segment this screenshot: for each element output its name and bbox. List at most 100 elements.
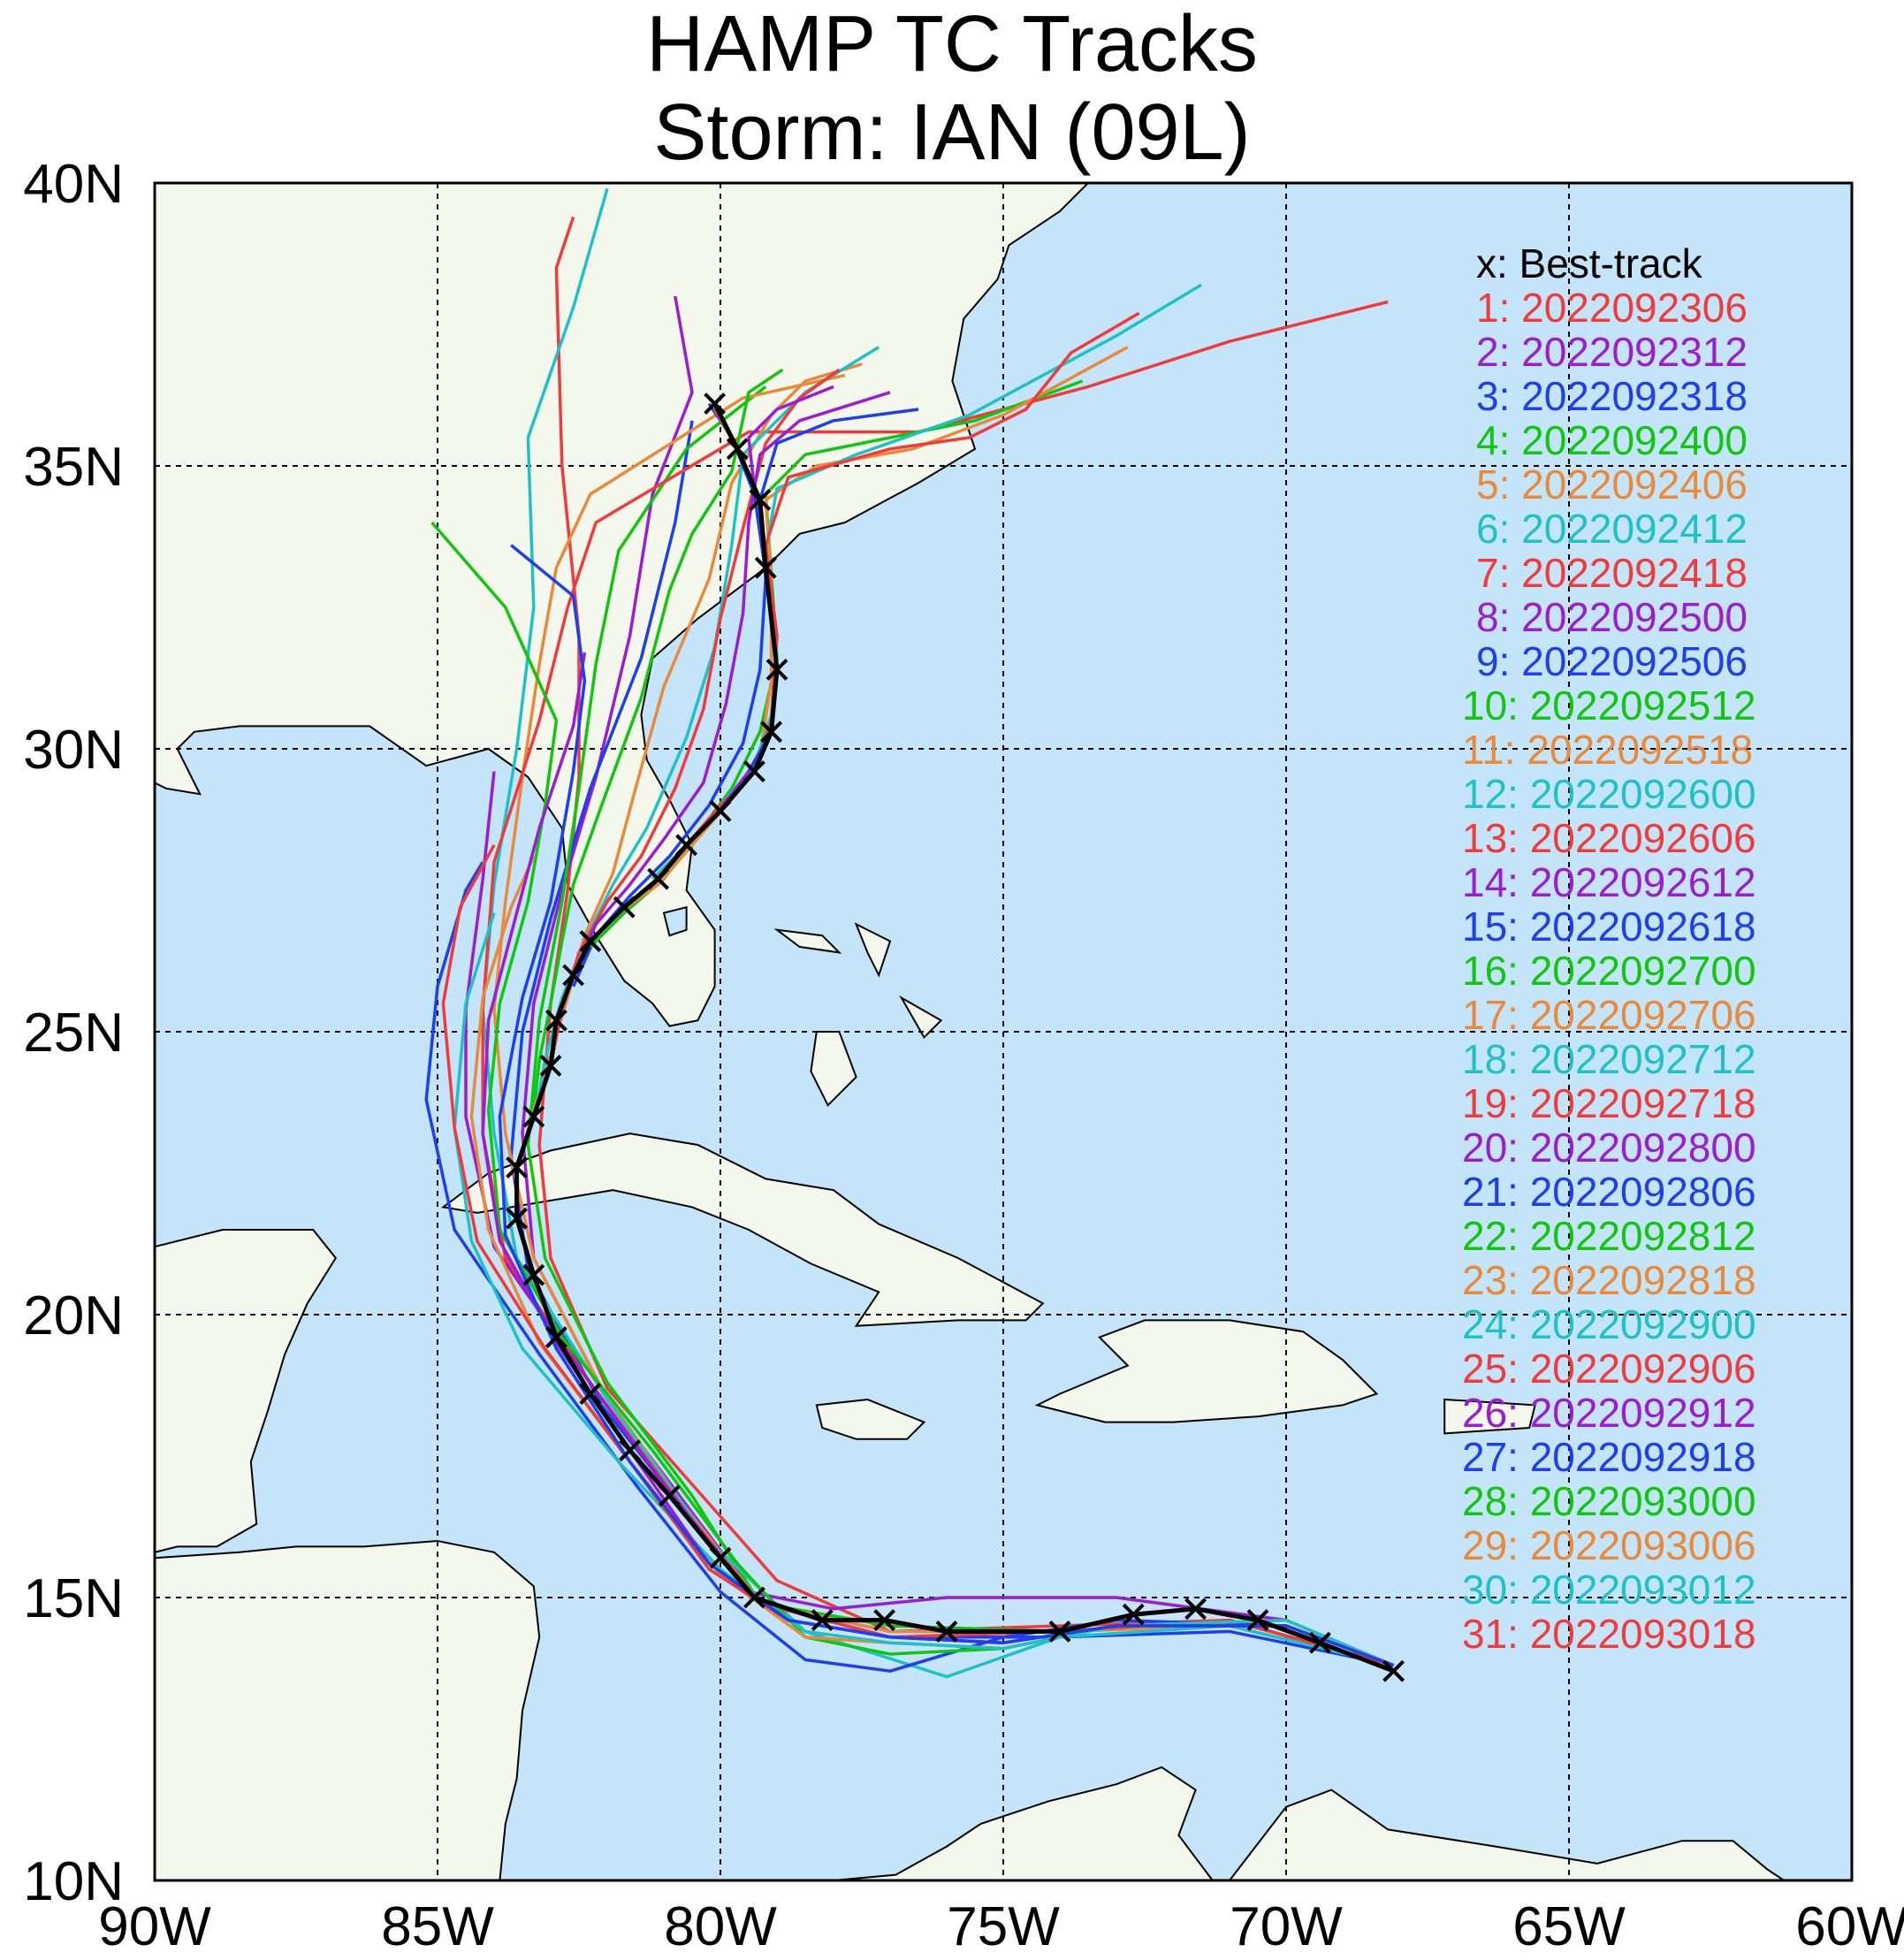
land-bahamas-eleuthera <box>899 995 943 1040</box>
legend-entry: 25: 2022092906 <box>1462 1346 1756 1392</box>
land-central-america <box>154 1539 541 1881</box>
legend-entry: 22: 2022092812 <box>1462 1213 1756 1259</box>
best-track-marker <box>579 1383 602 1406</box>
legend-entry: 11: 2022092518 <box>1462 727 1753 773</box>
legend-entry: 27: 2022092918 <box>1462 1434 1756 1480</box>
legend-entry: 29: 2022093006 <box>1462 1522 1756 1568</box>
best-track-marker <box>704 393 727 416</box>
axis-labels: 90W 85W 80W 75W 70W 65W 60W 10N 15N 20N 25N 30N 35N 4… <box>23 154 1904 1957</box>
legend-entry: 18: 2022092712 <box>1462 1036 1756 1082</box>
land-layer <box>154 182 1787 1881</box>
best-track-marker <box>754 556 777 579</box>
chart-subtitle: Storm: IAN (09L) <box>653 88 1251 177</box>
legend-entry: 5: 2022092406 <box>1476 461 1748 507</box>
legend-entry: 26: 2022092912 <box>1462 1390 1756 1436</box>
best-track-marker <box>658 1484 681 1507</box>
legend-entry: 4: 2022092400 <box>1476 417 1748 463</box>
best-track-marker <box>743 1586 765 1609</box>
forecast-track-6 <box>481 187 1395 1679</box>
best-track-layer <box>506 393 1405 1682</box>
best-track-marker <box>545 1326 567 1349</box>
legend-entry: 12: 2022092600 <box>1462 771 1756 817</box>
legend-entry: 3: 2022092318 <box>1476 373 1748 419</box>
best-track-marker <box>522 1263 545 1286</box>
best-track-marker <box>709 1546 732 1569</box>
land-hispaniola <box>1034 1319 1379 1423</box>
legend-entry: 31: 2022093018 <box>1462 1611 1756 1657</box>
legend-entry: 10: 2022092512 <box>1462 683 1756 728</box>
best-track-marker <box>506 1207 529 1230</box>
legend-entry: 17: 2022092706 <box>1462 992 1756 1038</box>
map-frame <box>153 181 1854 1882</box>
y-tick-label: 40N <box>23 154 124 215</box>
best-track-line <box>514 402 1395 1674</box>
best-track-marker <box>726 438 749 461</box>
x-tick-label: 75W <box>947 1896 1060 1957</box>
best-track-marker <box>613 896 636 919</box>
forecast-track-19 <box>549 368 841 1066</box>
y-tick-label: 15N <box>23 1568 124 1629</box>
best-track-marker <box>579 930 602 953</box>
legend-entry: 16: 2022092700 <box>1462 948 1756 994</box>
grid-layer <box>155 183 1852 1880</box>
x-tick-label: 90W <box>98 1896 211 1957</box>
land-cuba <box>440 1133 1045 1327</box>
legend-entry: 2: 2022092312 <box>1476 329 1748 375</box>
best-track-marker <box>1308 1631 1331 1654</box>
chart-title: HAMP TC Tracks <box>646 0 1258 88</box>
land-jamaica <box>815 1398 926 1440</box>
legend-best-track: x: Best-track <box>1476 240 1703 286</box>
legend-entry: 23: 2022092818 <box>1462 1257 1756 1303</box>
best-track-marker <box>709 799 732 822</box>
y-tick-label: 10N <box>23 1851 124 1912</box>
land-lake-okeechobee <box>662 905 688 937</box>
best-track-marker <box>562 964 585 987</box>
best-track-marker <box>760 721 783 744</box>
y-tick-label: 25N <box>23 1003 124 1064</box>
best-track-marker <box>647 867 670 890</box>
legend-entry: 1: 2022092306 <box>1476 285 1748 331</box>
legend-entry: 13: 2022092606 <box>1462 815 1756 861</box>
legend-entry: 7: 2022092418 <box>1476 550 1748 596</box>
forecast-track-15 <box>498 544 1395 1667</box>
best-track-marker <box>619 1439 642 1462</box>
best-track-marker <box>1048 1620 1071 1643</box>
legend-entry: 15: 2022092618 <box>1462 904 1756 949</box>
x-tick-label: 85W <box>381 1896 494 1957</box>
x-tick-label: 70W <box>1230 1896 1343 1957</box>
title-block: HAMP TC Tracks Storm: IAN (09L) <box>0 0 1904 177</box>
legend-entry: 9: 2022092506 <box>1476 638 1748 684</box>
x-tick-label: 80W <box>664 1896 777 1957</box>
y-tick-label: 35N <box>23 437 124 498</box>
x-tick-label: 65W <box>1512 1896 1626 1957</box>
best-track-marker <box>675 834 698 857</box>
legend-entry: 14: 2022092612 <box>1462 859 1756 905</box>
best-track-marker <box>1382 1659 1405 1682</box>
best-track-marker <box>522 1105 545 1128</box>
best-track-marker <box>506 1156 529 1179</box>
legend-entry: 30: 2022093012 <box>1462 1567 1756 1613</box>
land-yucatan <box>154 1229 338 1554</box>
land-puerto-rico <box>1443 1398 1536 1435</box>
legend-entry: 8: 2022092500 <box>1476 594 1748 640</box>
legend-entry: 19: 2022092718 <box>1462 1080 1756 1126</box>
best-track-marker <box>1184 1598 1207 1621</box>
land-venezuela <box>1227 1788 1787 1881</box>
y-tick-label: 20N <box>23 1285 124 1346</box>
land-bahamas-grand <box>773 928 842 954</box>
land-bahamas-abaco <box>854 922 892 978</box>
forecast-track-4 <box>526 385 1395 1667</box>
land-north-america <box>154 182 1091 1027</box>
legend-entry: 20: 2022092800 <box>1462 1125 1756 1171</box>
land-south-america <box>833 1766 1215 1881</box>
legend-entry: 24: 2022092900 <box>1462 1301 1756 1347</box>
legend-entry: 21: 2022092806 <box>1462 1169 1756 1215</box>
best-track-marker <box>749 488 772 511</box>
legend-entry: 6: 2022092412 <box>1476 506 1748 552</box>
best-track-marker <box>811 1609 834 1632</box>
best-track-marker <box>743 760 765 783</box>
best-track-marker <box>765 658 788 681</box>
best-track-marker <box>873 1609 896 1632</box>
legend-entry: 28: 2022093000 <box>1462 1478 1756 1524</box>
